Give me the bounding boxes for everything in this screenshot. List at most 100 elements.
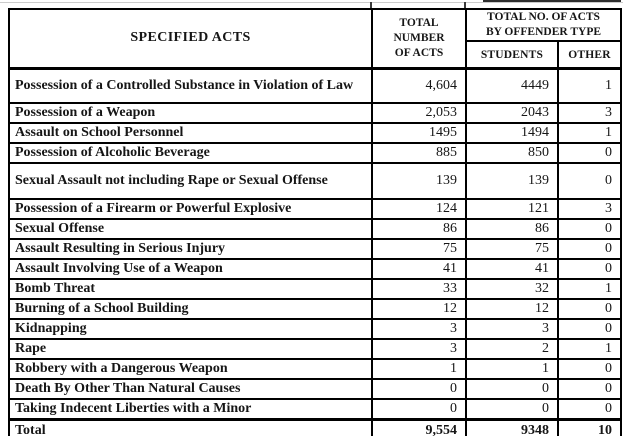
other-cell: 0 [556,378,623,401]
total-acts-cell: 75 [371,238,467,261]
header-other: OTHER [556,40,623,70]
students-cell: 1494 [465,122,559,145]
other-cell: 1 [556,67,623,105]
table-row: Rape 3 2 1 [8,338,623,361]
other-cell: 0 [556,218,623,241]
act-name-cell: Burning of a School Building [8,298,373,321]
act-name-cell: Robbery with a Dangerous Weapon [8,358,373,381]
total-acts-cell: 1495 [371,122,467,145]
table-row: Possession of Alcoholic Beverage 885 850… [8,142,623,165]
table-row: Death By Other Than Natural Causes 0 0 0 [8,378,623,401]
table-row: Bomb Threat 33 32 1 [8,278,623,301]
total-acts-cell: 33 [371,278,467,301]
table-row: Assault Involving Use of a Weapon 41 41 … [8,258,623,281]
other-cell: 1 [556,122,623,145]
header-acts-by-offender-type: TOTAL NO. OF ACTS BY OFFENDER TYPE [464,7,623,43]
total-acts-cell: 0 [371,398,467,421]
specified-acts-table: SPECIFIED ACTS TOTAL NUMBER OF ACTS TOTA… [8,7,623,436]
table-row: Possession of a Firearm or Powerful Expl… [8,198,623,221]
total-acts-cell: 1 [371,358,467,381]
total-row: Total 9,554 9348 10 [8,418,623,436]
table-row: Sexual Offense 86 86 0 [8,218,623,241]
header-specified-acts: SPECIFIED ACTS [8,7,373,70]
total-acts-cell: 9,554 [371,418,467,436]
act-name-cell: Assault Resulting in Serious Injury [8,238,373,261]
other-cell: 1 [556,338,623,361]
students-cell: 1 [465,358,559,381]
students-cell: 2 [465,338,559,361]
table-row: Assault on School Personnel 1495 1494 1 [8,122,623,145]
act-name-cell: Bomb Threat [8,278,373,301]
other-cell: 0 [556,398,623,421]
table-row: Possession of a Weapon 2,053 2043 3 [8,102,623,125]
other-cell: 3 [556,102,623,125]
act-name-cell: Rape [8,338,373,361]
other-cell: 0 [556,162,623,201]
table-row: Burning of a School Building 12 12 0 [8,298,623,321]
students-cell: 86 [465,218,559,241]
act-name-cell: Possession of a Controlled Substance in … [8,67,373,105]
header-offender-type-text: TOTAL NO. OF ACTS BY OFFENDER TYPE [486,11,602,39]
students-cell: 9348 [465,418,559,436]
students-cell: 41 [465,258,559,281]
table-row: Possession of a Controlled Substance in … [8,67,623,105]
act-name-cell: Assault on School Personnel [8,122,373,145]
header-total-number-text: TOTAL NUMBER OF ACTS [393,16,445,59]
total-acts-cell: 0 [371,378,467,401]
total-acts-cell: 139 [371,162,467,201]
other-cell: 0 [556,258,623,281]
scan-artifact-column-nub [370,2,372,9]
other-cell: 0 [556,142,623,165]
total-acts-cell: 3 [371,318,467,341]
other-cell: 1 [556,278,623,301]
total-acts-cell: 4,604 [371,67,467,105]
total-acts-cell: 12 [371,298,467,321]
act-name-cell: Kidnapping [8,318,373,341]
other-cell: 0 [556,318,623,341]
subheader-row: STUDENTS OTHER [9,40,623,70]
other-cell: 0 [556,358,623,381]
students-cell: 4449 [465,67,559,105]
total-acts-cell: 2,053 [371,102,467,125]
students-cell: 2043 [465,102,559,125]
students-cell: 0 [465,378,559,401]
act-name-cell: Possession of Alcoholic Beverage [8,142,373,165]
header-students: STUDENTS [465,40,559,70]
total-acts-cell: 124 [371,198,467,221]
act-name-cell: Possession of a Firearm or Powerful Expl… [8,198,373,221]
scan-artifact-cropped-border [483,0,621,2]
scan-artifact-line [0,2,623,3]
other-cell: 0 [556,238,623,261]
students-cell: 12 [465,298,559,321]
act-name-cell: Taking Indecent Liberties with a Minor [8,398,373,421]
students-cell: 121 [465,198,559,221]
total-acts-cell: 86 [371,218,467,241]
students-cell: 850 [465,142,559,165]
students-cell: 75 [465,238,559,261]
other-cell: 10 [556,418,623,436]
total-label-cell: Total [8,418,373,436]
table-row: Taking Indecent Liberties with a Minor 0… [8,398,623,421]
total-acts-cell: 885 [371,142,467,165]
students-cell: 139 [465,162,559,201]
header-total-number-of-acts: TOTAL NUMBER OF ACTS [371,7,467,70]
students-cell: 32 [465,278,559,301]
total-acts-cell: 41 [371,258,467,281]
scan-artifact-column-nub [464,2,466,9]
table-row: Kidnapping 3 3 0 [8,318,623,341]
act-name-cell: Assault Involving Use of a Weapon [8,258,373,281]
students-cell: 3 [465,318,559,341]
act-name-cell: Death By Other Than Natural Causes [8,378,373,401]
table-row: Assault Resulting in Serious Injury 75 7… [8,238,623,261]
other-cell: 3 [556,198,623,221]
header-row: SPECIFIED ACTS TOTAL NUMBER OF ACTS TOTA… [8,7,623,70]
act-name-cell: Sexual Offense [8,218,373,241]
students-cell: 0 [465,398,559,421]
other-cell: 0 [556,298,623,321]
table-row: Robbery with a Dangerous Weapon 1 1 0 [8,358,623,381]
table-row: Sexual Assault not including Rape or Sex… [8,162,623,201]
act-name-cell: Sexual Assault not including Rape or Sex… [8,162,373,201]
act-name-cell: Possession of a Weapon [8,102,373,125]
total-acts-cell: 3 [371,338,467,361]
